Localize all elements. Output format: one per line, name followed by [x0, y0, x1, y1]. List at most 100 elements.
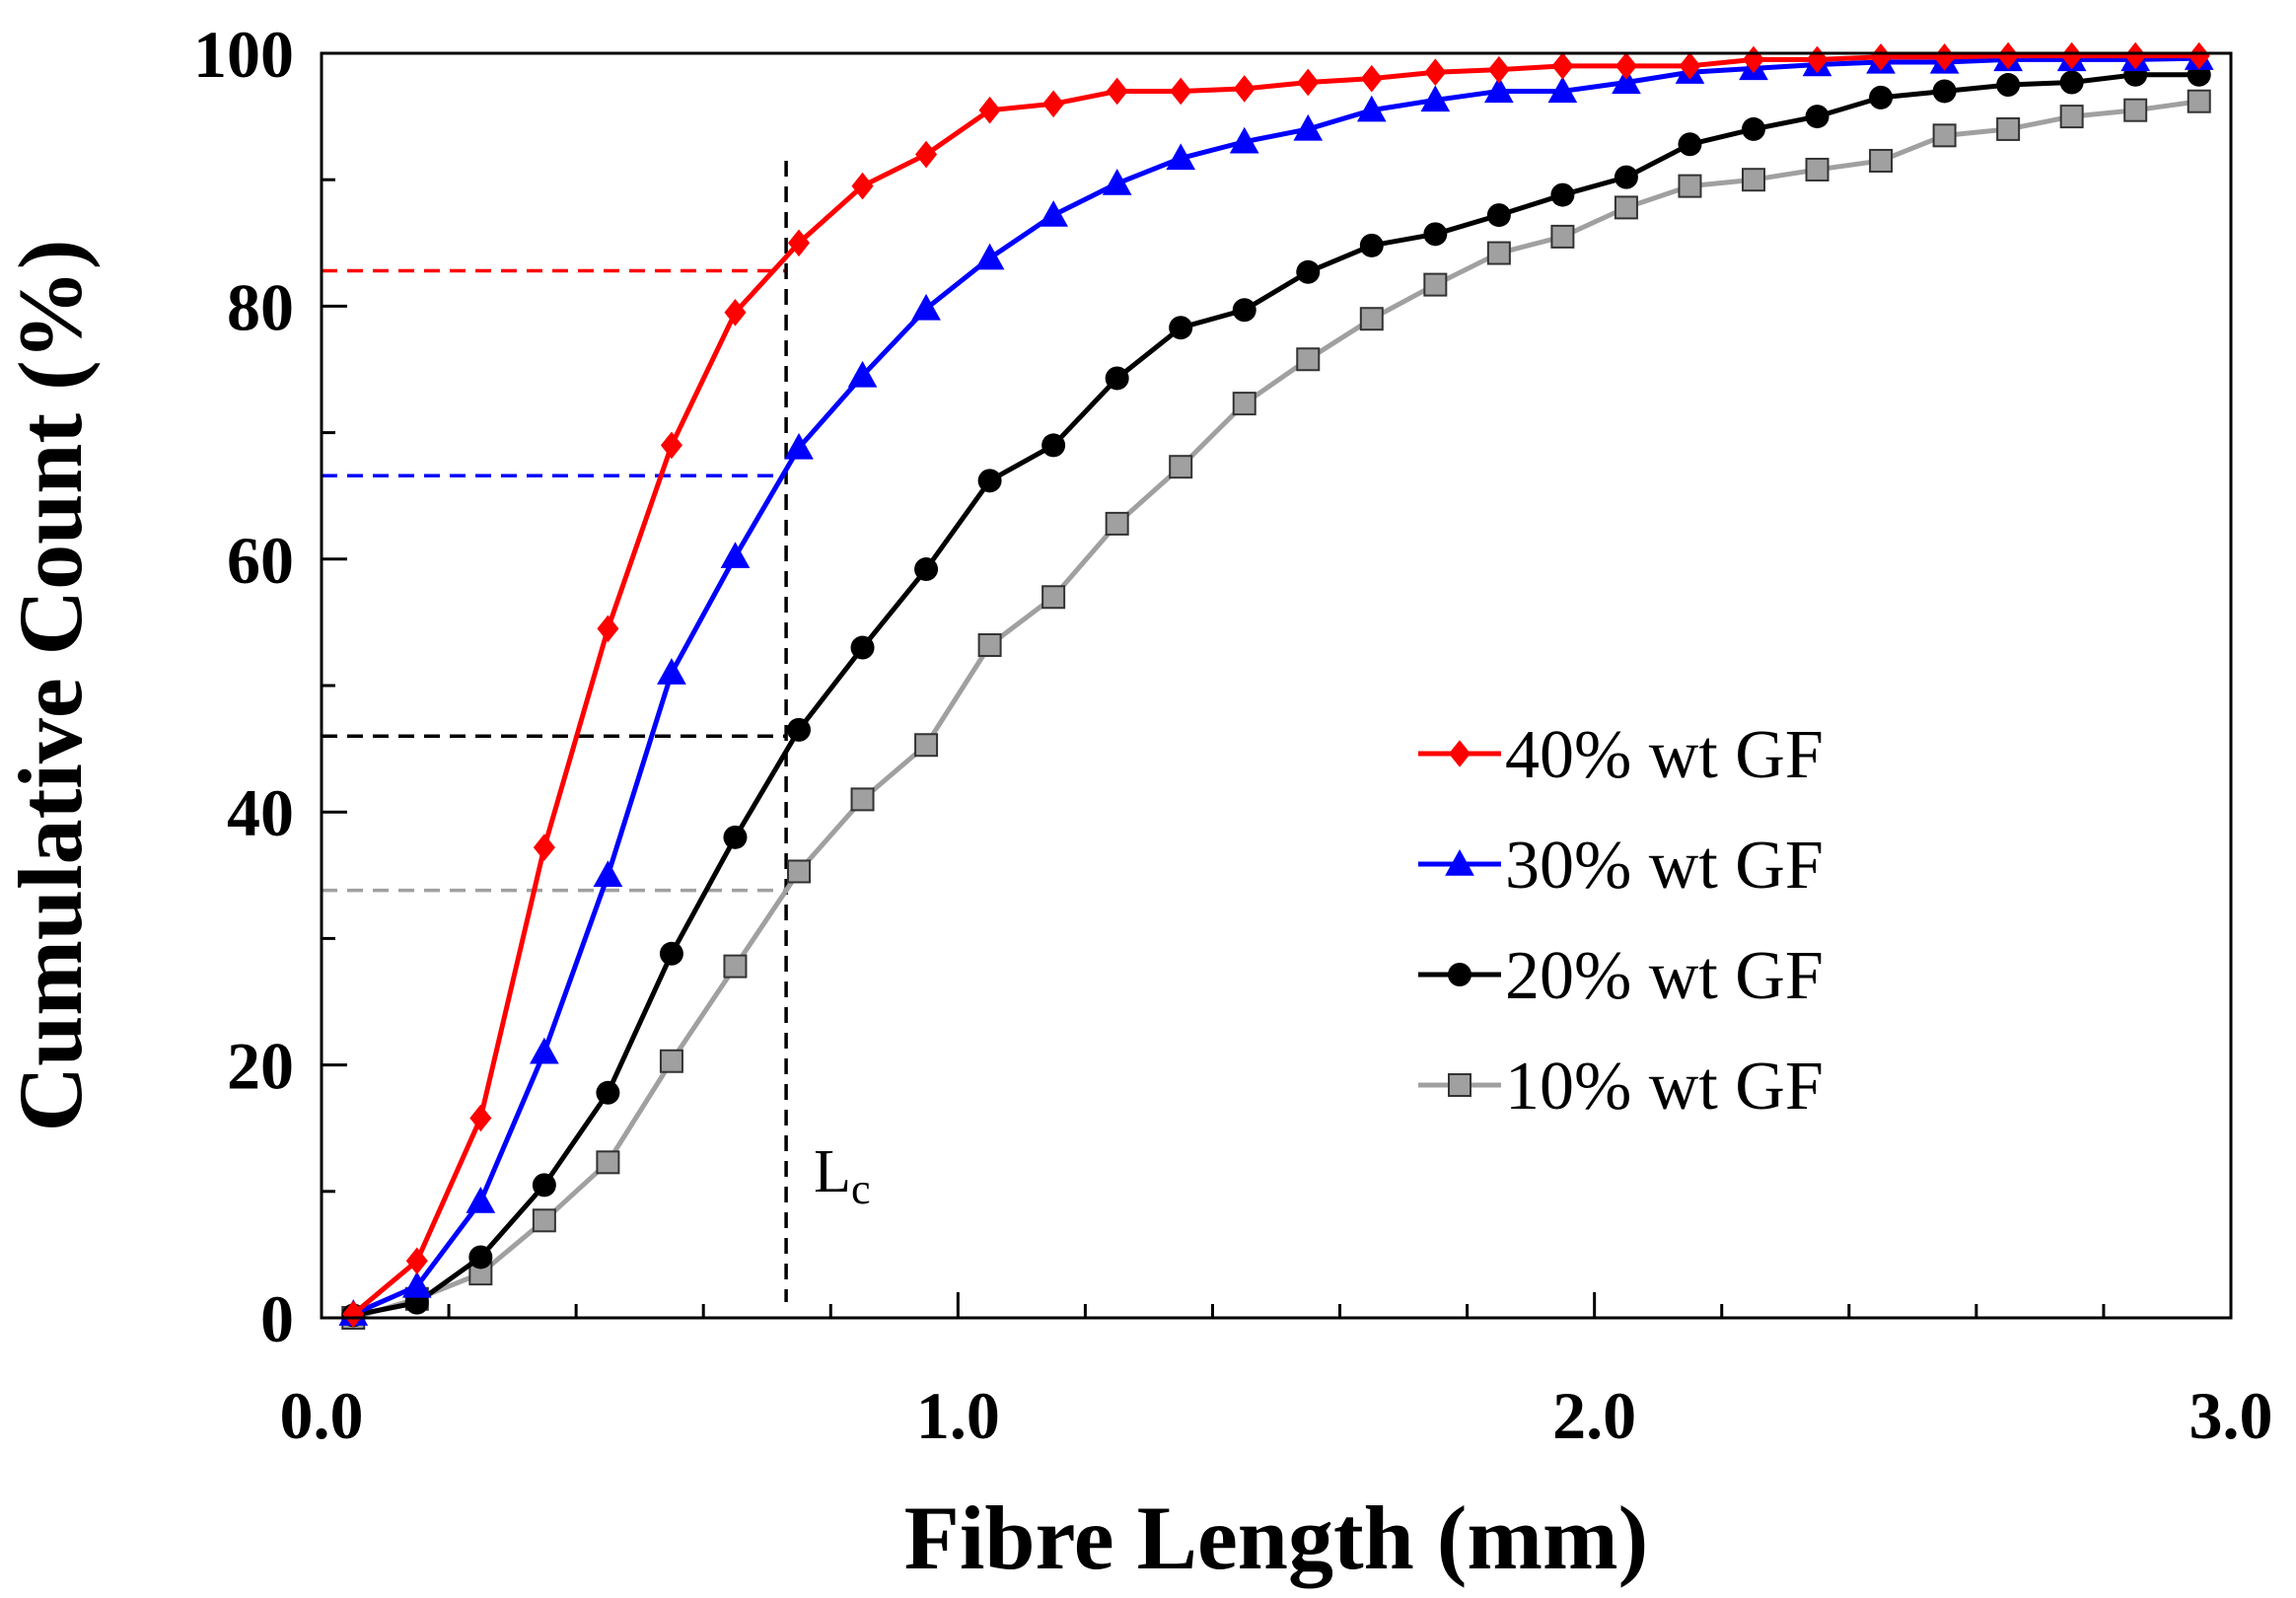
series-20-wt-gf	[341, 62, 2211, 1328]
data-point	[1359, 233, 1384, 257]
critical-length-label-sub: c	[851, 1165, 871, 1213]
data-point	[1293, 113, 1324, 141]
data-point	[1359, 307, 1384, 331]
data-point	[1997, 41, 2020, 70]
data-point	[468, 1245, 493, 1270]
data-point	[1232, 298, 1256, 323]
data-point	[915, 140, 938, 169]
data-point	[1102, 169, 1132, 195]
data-point	[1484, 76, 1514, 104]
data-point	[1742, 168, 1765, 192]
x-tick-label: 0.0	[280, 1378, 364, 1453]
data-point	[1932, 123, 1957, 148]
y-axis-ticks: 0 20 40 60 80 100	[193, 17, 347, 1356]
data-point	[1424, 58, 1447, 87]
data-point	[1233, 75, 1256, 103]
data-point	[405, 1247, 428, 1275]
data-point	[1547, 76, 1578, 104]
data-point	[1356, 95, 1387, 122]
data-point	[1869, 148, 1894, 173]
data-point	[1486, 203, 1511, 228]
data-point	[787, 229, 811, 257]
data-point	[1678, 174, 1702, 198]
data-point	[1169, 316, 1193, 340]
x-tick-label: 2.0	[1552, 1378, 1636, 1453]
data-point	[1678, 132, 1702, 157]
data-point	[530, 1037, 559, 1064]
data-point	[787, 859, 811, 884]
series-40-wt-gf	[342, 41, 2210, 1328]
data-point	[974, 243, 1005, 270]
data-point	[977, 469, 1002, 493]
critical-length-label-main: L	[814, 1138, 851, 1205]
series-30-wt-gf	[338, 43, 2214, 1326]
y-axis-title: Cumulative Count (%)	[0, 240, 101, 1132]
data-point	[1487, 55, 1510, 84]
data-point	[911, 293, 941, 321]
data-point	[1996, 116, 2021, 141]
data-point	[659, 941, 683, 966]
data-point	[2123, 98, 2148, 122]
data-point	[1042, 90, 1065, 118]
data-point	[787, 717, 811, 742]
intercept-lines	[322, 268, 787, 893]
y-tick-label: 80	[227, 269, 294, 344]
data-point	[597, 615, 619, 643]
data-point	[851, 172, 874, 200]
data-point	[532, 1173, 556, 1198]
data-point	[1679, 52, 1701, 80]
data-point	[720, 542, 751, 568]
series-line	[352, 55, 2199, 1317]
data-point	[1423, 222, 1448, 247]
data-point	[596, 1150, 620, 1175]
data-point	[1105, 366, 1129, 391]
data-point	[1614, 52, 1637, 80]
data-point	[1486, 241, 1511, 265]
data-point	[1169, 455, 1193, 479]
data-point	[1296, 259, 1321, 284]
y-tick-label: 40	[227, 775, 294, 850]
data-point	[593, 860, 623, 887]
x-axis-title: Fibre Length (mm)	[904, 1488, 1649, 1588]
data-point	[532, 1208, 556, 1233]
data-point	[1996, 73, 2021, 98]
legend-swatch-marker	[1448, 963, 1471, 986]
data-point	[1170, 77, 1192, 106]
x-axis-ticks: 0.0 1.0 2.0 3.0	[280, 1292, 2273, 1453]
legend-label: 30% wt GF	[1505, 828, 1824, 904]
data-point	[2124, 41, 2147, 70]
data-point	[533, 834, 555, 861]
legend-item: 10% wt GF	[1418, 1049, 1824, 1125]
legend-swatch-marker	[1448, 1073, 1471, 1097]
data-point	[2188, 41, 2210, 70]
data-point	[1551, 52, 1574, 80]
x-tick-label: 1.0	[916, 1378, 1000, 1453]
data-point	[1614, 195, 1638, 220]
y-tick-label: 0	[260, 1281, 294, 1356]
data-point	[657, 658, 686, 685]
data-point	[1039, 200, 1068, 227]
legend: 40% wt GF 30% wt GF 20% wt GF 10% wt GF	[1418, 717, 1824, 1125]
data-point	[850, 635, 875, 660]
data-point	[1105, 511, 1129, 536]
legend-label: 40% wt GF	[1505, 717, 1824, 793]
legend-item: 20% wt GF	[1418, 938, 1824, 1014]
series-10-wt-gf	[341, 89, 2211, 1330]
data-point	[1550, 224, 1575, 249]
data-point	[596, 1080, 620, 1105]
y-tick-label: 20	[227, 1029, 294, 1104]
data-point	[1041, 433, 1066, 458]
data-point	[978, 96, 1001, 124]
data-point	[723, 825, 748, 849]
data-point	[1742, 116, 1765, 141]
data-point	[1106, 77, 1128, 106]
plot-frame	[320, 51, 2233, 1320]
legend-swatch-marker	[1445, 848, 1474, 876]
data-point	[1232, 392, 1256, 416]
data-point	[1550, 182, 1575, 207]
legend-item: 30% wt GF	[1418, 828, 1824, 904]
data-point	[1297, 68, 1320, 97]
data-point	[723, 954, 748, 979]
data-point	[850, 787, 875, 812]
